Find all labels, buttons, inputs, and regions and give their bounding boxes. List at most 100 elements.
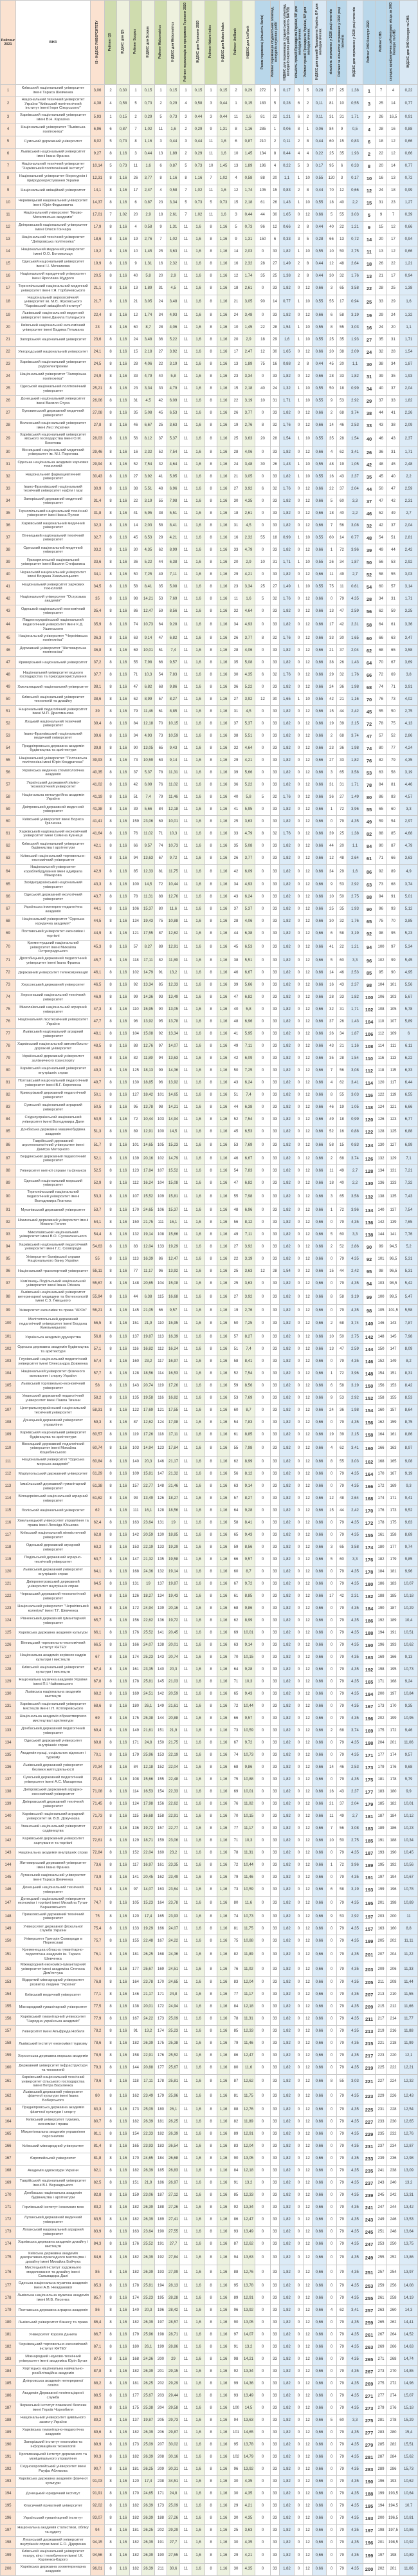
value-cell: 4 [363, 123, 376, 136]
value-cell: 11 [336, 580, 347, 594]
university-name: Маріупольський державний університет [15, 1467, 91, 1481]
value-cell: 15 [336, 1137, 347, 1154]
value-cell: 9,14 [242, 1639, 255, 1652]
value-cell: 11 [179, 1330, 192, 1344]
value-cell: 0 [326, 1626, 337, 1640]
value-cell: 1,16 [217, 1724, 230, 1738]
value-cell: 77 [230, 1822, 242, 1835]
university-name: Харківський національний університет вну… [15, 1064, 91, 1078]
value-cell: 0,66 [312, 1883, 327, 1897]
value-cell: 1,16 [217, 382, 230, 396]
value-cell: 172 [129, 1602, 142, 1615]
value-cell: 42,9 [90, 864, 105, 879]
value-cell: 14 [336, 531, 347, 545]
table-row: 48 Національний університет водного госпо… [0, 668, 418, 682]
rank-cell: 166 [0, 2140, 16, 2153]
value-cell: 1,82 [279, 954, 295, 968]
value-cell: 52,1 [90, 1152, 105, 1166]
value-cell: 0,66 [312, 827, 327, 841]
value-cell: 1,16 [217, 370, 230, 383]
value-cell: 0 [255, 370, 271, 383]
value-cell: 135 [129, 1392, 142, 1405]
value-cell: 95 [363, 1265, 376, 1278]
value-cell: 2,92 [347, 1910, 363, 1924]
value-cell: 18 [386, 184, 400, 198]
value-cell: 31 [386, 593, 400, 606]
value-cell: 191 [386, 1626, 400, 1640]
value-cell: 210 [386, 1988, 400, 2001]
value-cell: 69 [230, 1785, 242, 1799]
value-cell: 24,94 [167, 2000, 180, 2014]
value-cell: 1,16 [116, 593, 130, 606]
value-cell: 0,55 [347, 97, 363, 112]
value-cell: 17,98 [141, 1798, 155, 1811]
value-cell: 12,98 [399, 2152, 418, 2166]
value-cell: 36 [129, 556, 142, 569]
value-cell: 30 [270, 693, 280, 706]
value-cell: 1,16 [217, 1416, 230, 1430]
value-cell: 0,66 [347, 184, 363, 198]
value-cell: 1 [294, 196, 304, 210]
value-cell: 173 [154, 2012, 167, 2026]
value-cell: 8 [303, 135, 313, 149]
value-cell: 22 [375, 147, 387, 161]
value-cell: 1,16 [217, 1614, 230, 1628]
value-cell: 101,5 [386, 1304, 400, 1318]
value-cell: 1 [294, 294, 304, 310]
value-cell: 16,1 [167, 1216, 180, 1229]
rank-cell: 165 [0, 2128, 16, 2141]
value-cell: 1,16 [217, 1663, 230, 1677]
value-cell: 15 [230, 196, 242, 210]
value-cell: 39 [375, 370, 387, 383]
value-cell: 12,76 [141, 1040, 155, 1053]
value-cell: 8 [326, 1455, 337, 1469]
value-cell: 11 [179, 1164, 192, 1178]
value-cell: 31,8 [90, 507, 105, 520]
value-cell: 8 [303, 270, 313, 283]
value-cell: 8 [204, 1027, 217, 1041]
value-cell: 0 [294, 1935, 304, 1948]
value-cell: 209 [363, 2000, 376, 2014]
value-cell: 8 [104, 1602, 117, 1615]
value-cell: 4,93 [141, 730, 155, 743]
value-cell: 8 [104, 1428, 117, 1442]
column-header-label: ІНДЕКС для премій Президента України, ВР… [315, 3, 323, 80]
value-cell: 1,82 [279, 2115, 295, 2129]
value-cell: 1,16 [116, 1416, 130, 1430]
value-cell: 0,66 [312, 954, 327, 968]
value-cell: 42 [336, 617, 347, 633]
value-cell: 37 [230, 717, 242, 731]
value-cell: 10,12 [399, 1810, 418, 1823]
value-cell: 26,06 [90, 394, 105, 408]
value-cell: 33 [270, 1440, 280, 1457]
value-cell: 4,35 [347, 1988, 363, 2001]
value-cell: 1,16 [116, 483, 130, 496]
table-row: 119 Подільський державний аграрно-технічн… [0, 1553, 418, 1567]
value-cell: 20 [386, 321, 400, 335]
value-cell: 143 [386, 1316, 400, 1332]
value-cell: 120 [363, 1113, 376, 1127]
value-cell: 87 [154, 927, 167, 941]
value-cell: 4,35 [347, 1614, 363, 1628]
value-cell: 32 [336, 270, 347, 283]
value-cell: 78,2 [90, 2025, 105, 2038]
value-cell: 1,16 [116, 2140, 130, 2153]
university-name: Житомирський державний університет імені… [15, 1859, 91, 1872]
value-cell: 90 [129, 742, 142, 755]
value-cell: 0,66 [312, 1895, 327, 1911]
value-cell: 3,03 [347, 208, 363, 222]
value-cell: 168 [154, 1947, 167, 1963]
value-cell: 2,04 [399, 519, 418, 533]
value-cell: 8 [204, 1089, 217, 1102]
value-cell: 46 [363, 507, 376, 520]
value-cell: 78 [154, 766, 167, 780]
value-cell: 12 [303, 644, 313, 658]
table-row: 96 Національний транспортний університет 5… [0, 1265, 418, 1278]
university-name: Івано-Франківський національний технічни… [15, 483, 91, 496]
value-cell: 5 [326, 954, 337, 968]
value-cell: 1,6 [192, 1343, 205, 1356]
value-cell: 33 [336, 991, 347, 1004]
rank-cell: 111 [0, 1455, 16, 1469]
value-cell: 8 [204, 1440, 217, 1457]
value-cell: 1,82 [279, 1240, 295, 1254]
